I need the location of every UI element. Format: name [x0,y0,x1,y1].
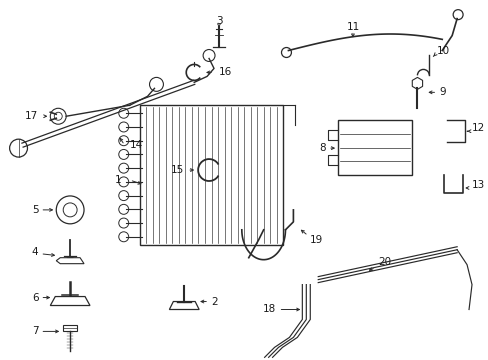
Text: 1: 1 [115,175,122,185]
Text: 3: 3 [215,15,222,26]
Bar [140,105,283,245]
Text: 8: 8 [319,143,325,153]
Text: 20: 20 [377,257,390,267]
Text: 13: 13 [471,180,484,190]
Text: 10: 10 [436,45,449,55]
Text: 6: 6 [32,293,39,302]
Text: 18: 18 [263,305,276,315]
Text: 11: 11 [346,22,359,32]
Text: 12: 12 [471,123,484,133]
Text: 4: 4 [32,247,39,257]
Bar [63,325,77,332]
Text: 9: 9 [438,87,445,97]
Text: 15: 15 [171,165,184,175]
Text: 19: 19 [310,235,323,245]
Text: 5: 5 [32,205,39,215]
Text: 7: 7 [32,327,39,336]
Text: 2: 2 [211,297,217,306]
Text: 16: 16 [219,67,232,77]
Text: 14: 14 [129,140,142,150]
Text: 17: 17 [25,111,39,121]
Bar [337,120,412,175]
